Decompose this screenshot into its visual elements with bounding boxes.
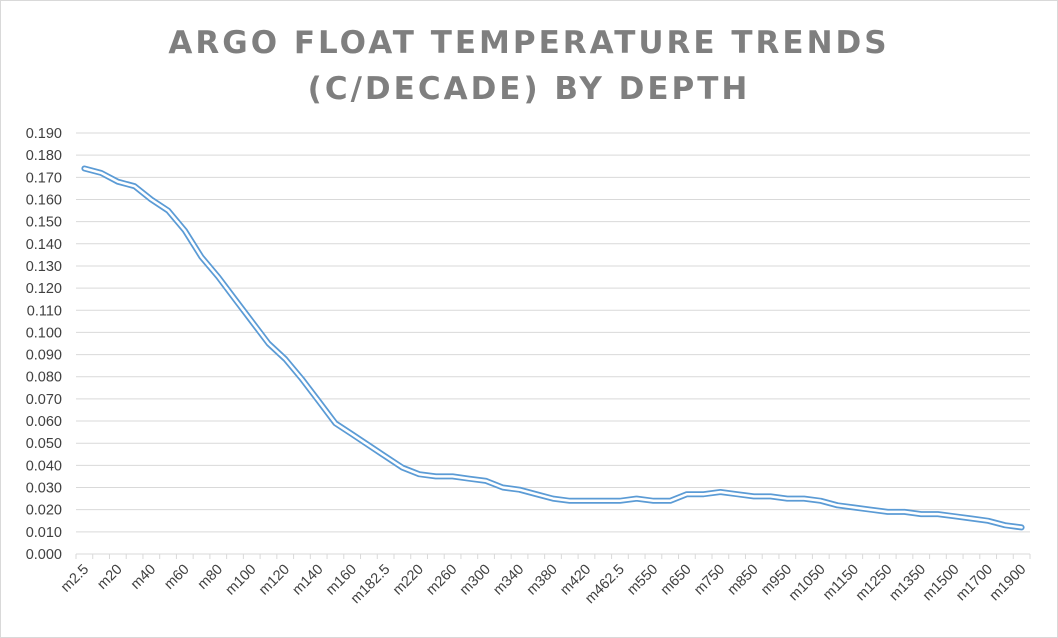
x-axis-ticks: m2.5 m20 m40 m60 m80m100m120m140m160m182.5m2… bbox=[58, 554, 1031, 607]
x-tick-label: m750 bbox=[691, 562, 728, 599]
x-tick-label: m120 bbox=[256, 562, 293, 599]
y-tick-label: 0.120 bbox=[26, 281, 62, 297]
y-tick-label: 0.130 bbox=[26, 259, 62, 275]
x-tick-label: m1050 bbox=[786, 562, 829, 605]
x-tick-label: m850 bbox=[725, 562, 762, 599]
y-tick-label: 0.020 bbox=[26, 503, 62, 519]
x-tick-label: m1250 bbox=[853, 562, 896, 605]
gridlines bbox=[76, 132, 1030, 555]
y-tick-label: 0.110 bbox=[27, 303, 62, 319]
y-tick-label: 0.070 bbox=[26, 392, 62, 408]
x-tick-label: m100 bbox=[223, 562, 260, 599]
y-tick-label: 0.060 bbox=[26, 414, 62, 430]
chart-title-line-2: (C/DECADE) BY DEPTH bbox=[307, 71, 751, 107]
y-tick-label: 0.180 bbox=[26, 148, 62, 164]
y-tick-label: 0.190 bbox=[26, 126, 62, 142]
y-tick-label: 0.090 bbox=[26, 348, 62, 364]
y-tick-label: 0.160 bbox=[26, 192, 62, 208]
x-tick-label: m340 bbox=[490, 562, 527, 599]
series-line-outer bbox=[81, 165, 1025, 531]
x-tick-label: m20 bbox=[94, 562, 125, 593]
x-tick-label: m550 bbox=[624, 562, 661, 599]
y-tick-label: 0.030 bbox=[26, 481, 62, 497]
x-tick-label: m220 bbox=[390, 562, 427, 599]
chart-title-line-1: ARGO FLOAT TEMPERATURE TRENDS bbox=[168, 25, 890, 61]
x-tick-label: m1700 bbox=[953, 562, 996, 605]
x-tick-label: m80 bbox=[195, 562, 226, 593]
x-tick-label: m60 bbox=[161, 562, 192, 593]
x-tick-label: m1350 bbox=[886, 562, 929, 605]
x-tick-label: m380 bbox=[524, 562, 561, 599]
x-tick-label: m2.5 bbox=[58, 562, 92, 596]
x-tick-label: m1500 bbox=[920, 562, 963, 605]
y-tick-label: 0.150 bbox=[26, 215, 62, 231]
y-tick-label: 0.080 bbox=[26, 370, 62, 386]
y-tick-label: 0.050 bbox=[26, 436, 62, 452]
series-lines bbox=[81, 165, 1025, 531]
x-tick-label: m1900 bbox=[987, 562, 1030, 605]
series-line-inner bbox=[83, 167, 1023, 529]
x-tick-label: m300 bbox=[457, 562, 494, 599]
x-tick-label: m40 bbox=[128, 562, 159, 593]
y-tick-label: 0.170 bbox=[26, 170, 62, 186]
y-tick-label: 0.140 bbox=[26, 237, 62, 253]
y-tick-label: 0.100 bbox=[26, 325, 62, 341]
y-tick-label: 0.000 bbox=[26, 547, 62, 563]
x-tick-label: m260 bbox=[423, 562, 460, 599]
chart-title: ARGO FLOAT TEMPERATURE TRENDS (C/DECADE)… bbox=[0, 20, 1058, 112]
y-axis-ticks: 0.000 0.010 0.020 0.030 0.040 0.050 0.060 0.070… bbox=[26, 126, 62, 563]
x-tick-label: m140 bbox=[290, 562, 327, 599]
y-tick-label: 0.040 bbox=[26, 458, 62, 474]
y-tick-label: 0.010 bbox=[26, 525, 62, 541]
x-tick-label: m650 bbox=[658, 562, 695, 599]
